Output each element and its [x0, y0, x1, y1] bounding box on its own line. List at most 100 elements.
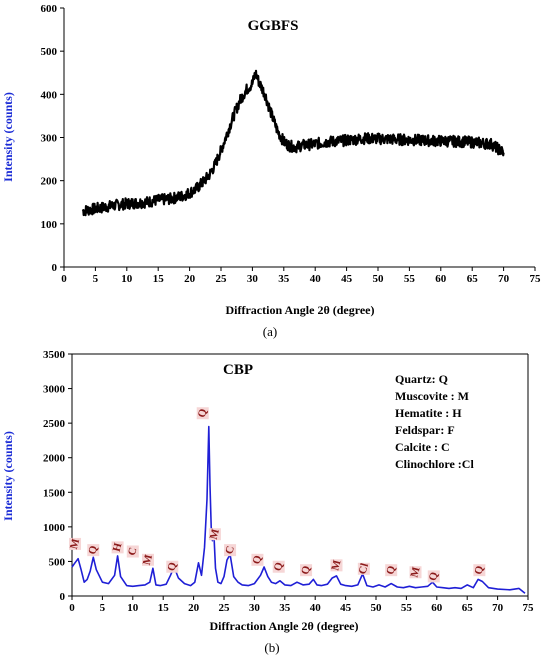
- chart-b-xtick-label: 75: [523, 602, 535, 614]
- chart-b-ytick-label: 500: [49, 556, 66, 568]
- chart-b-legend-entry: Calcite : C: [395, 440, 450, 454]
- chart-a: Intensity (counts) GGBFS Diffraction Ang…: [1, 3, 541, 339]
- chart-b-peak-label: C: [223, 544, 237, 557]
- chart-b-xtick-label: 5: [100, 602, 106, 614]
- chart-b-peak-label-bg: [272, 560, 285, 573]
- chart-a-xlabel: Diffraction Angle 2θ (degree): [225, 303, 374, 317]
- chart-a-xtick-label: 65: [467, 273, 479, 285]
- chart-b-xtick-label: 35: [279, 602, 291, 614]
- chart-a-ytick-label: 0: [52, 262, 58, 274]
- chart-b: Intensity (counts) CBP Diffraction Angle…: [1, 349, 534, 655]
- chart-b-xtick-label: 30: [249, 602, 261, 614]
- chart-b-panel-label: (b): [264, 640, 279, 655]
- chart-b-ylabel: Intensity (counts): [1, 431, 15, 521]
- chart-b-peak-label: Cl: [357, 562, 371, 576]
- chart-b-peak-label: Q: [86, 544, 100, 557]
- chart-b-peak-label-bg: [409, 566, 422, 579]
- chart-b-peak-label-text: Q: [272, 561, 286, 573]
- chart-b-xtick-label: 0: [69, 602, 75, 614]
- chart-b-xtick-label: 45: [340, 602, 352, 614]
- chart-b-xlabel: Diffraction Angle 2θ (degree): [209, 619, 358, 633]
- chart-b-peak-label-bg: [196, 407, 209, 420]
- chart-b-ytick-label: 1000: [43, 522, 66, 534]
- chart-b-xtick-label: 70: [492, 602, 504, 614]
- chart-a-ytick-label: 300: [41, 133, 58, 145]
- chart-a-series-line: [81, 69, 505, 217]
- chart-b-peak-label: M: [141, 553, 155, 567]
- chart-a-xtick-label: 10: [121, 273, 133, 285]
- chart-b-peak-label-bg: [300, 564, 313, 577]
- chart-b-peak-label-text: Cl: [357, 562, 371, 576]
- chart-b-peak-label-bg: [111, 541, 124, 554]
- chart-b-peak-label: M: [208, 527, 222, 541]
- chart-b-peak-label: M: [329, 558, 343, 572]
- chart-a-xtick-label: 70: [498, 273, 510, 285]
- chart-b-ytick-label: 1500: [43, 487, 66, 499]
- chart-b-series: [71, 425, 526, 594]
- chart-b-peak-label: M: [68, 537, 82, 551]
- chart-b-title: CBP: [223, 362, 253, 378]
- chart-b-legend: Quartz: Q Muscovite : M Hematite : H Feldsp…: [395, 372, 474, 471]
- chart-a-xtick-label: 55: [404, 273, 416, 285]
- chart-b-peak-label-bg: [357, 562, 370, 575]
- chart-b-legend-entry: Muscovite : M: [395, 389, 469, 403]
- chart-b-peak-label-bg: [69, 537, 82, 550]
- chart-a-ytick-label: 200: [41, 176, 58, 188]
- chart-b-xtick-label: 55: [401, 602, 413, 614]
- chart-b-peak-label-bg: [251, 553, 264, 566]
- chart-b-peak-label-bg: [473, 564, 486, 577]
- chart-a-xtick-label: 40: [310, 273, 322, 285]
- chart-b-xtick-label: 20: [188, 602, 200, 614]
- chart-b-peak-label-bg: [330, 559, 343, 572]
- chart-b-axes: [68, 353, 529, 600]
- chart-a-xtick-label: 35: [278, 273, 290, 285]
- chart-a-ylabel: Intensity (counts): [1, 92, 15, 182]
- chart-b-peak-label-text: Q: [165, 561, 179, 573]
- chart-b-xtick-label: 50: [371, 602, 383, 614]
- chart-b-peak-label-text: Q: [196, 407, 210, 419]
- chart-b-peak-label-text: Q: [251, 554, 265, 566]
- chart-b-peak-label: Q: [196, 407, 210, 420]
- chart-a-xtick-label: 60: [435, 273, 447, 285]
- chart-b-peak-label-text: M: [141, 553, 155, 567]
- chart-b-peak-label-text: Q: [86, 544, 100, 556]
- chart-b-peak-label: Q: [251, 553, 265, 566]
- chart-b-series-line: [71, 425, 526, 594]
- chart-a-xtick-label: 30: [247, 273, 259, 285]
- chart-b-legend-entry: Hematite : H: [395, 406, 462, 420]
- chart-b-legend-entry: Quartz: Q: [395, 372, 448, 386]
- chart-b-peak-label-text: H: [111, 541, 125, 553]
- chart-b-peak-label-text: Q: [472, 564, 486, 576]
- chart-a-title: GGBFS: [248, 18, 299, 34]
- chart-b-ytick-label: 2500: [43, 418, 66, 430]
- chart-b-peak-label-text: C: [126, 546, 140, 557]
- chart-b-peak-label: H: [111, 541, 125, 554]
- chart-a-xtick-label: 5: [93, 273, 99, 285]
- chart-b-xtick-label: 60: [431, 602, 443, 614]
- chart-b-xtick-label: 25: [219, 602, 231, 614]
- chart-b-peak-label-text: Q: [427, 570, 441, 582]
- chart-b-peak-label-bg: [224, 544, 237, 557]
- chart-b-peak-label-text: M: [68, 537, 82, 551]
- chart-b-peak-label: Q: [472, 564, 486, 577]
- chart-b-ytick-label: 3500: [43, 349, 66, 361]
- chart-b-ytick-label: 0: [60, 591, 66, 603]
- chart-b-peak-label: M: [408, 565, 422, 579]
- chart-b-peak-label-text: Q: [299, 564, 313, 576]
- chart-b-legend-entry: Clinochlore :Cl: [395, 457, 474, 471]
- chart-a-xtick-label: 0: [61, 273, 67, 285]
- chart-b-peak-label-bg: [385, 564, 398, 577]
- chart-b-ytick-label: 3000: [43, 384, 66, 396]
- chart-b-peak-label-bg: [126, 545, 139, 558]
- chart-b-peak-label-bg: [166, 560, 179, 573]
- chart-a-panel-label: (a): [263, 324, 277, 339]
- chart-a-axes: [60, 7, 536, 271]
- chart-b-peak-label: Q: [272, 561, 286, 573]
- chart-a-series: [81, 69, 505, 217]
- chart-b-tick-labels: 0 5 10 15 20 25 30 35 40 45 50 55 60 65 70 75 0 500 1000 15…: [43, 349, 534, 614]
- chart-b-peak-label-bg: [208, 528, 221, 541]
- chart-a-ytick-label: 100: [41, 219, 58, 231]
- chart-a-xtick-label: 50: [373, 273, 385, 285]
- chart-a-xtick-label: 45: [341, 273, 353, 285]
